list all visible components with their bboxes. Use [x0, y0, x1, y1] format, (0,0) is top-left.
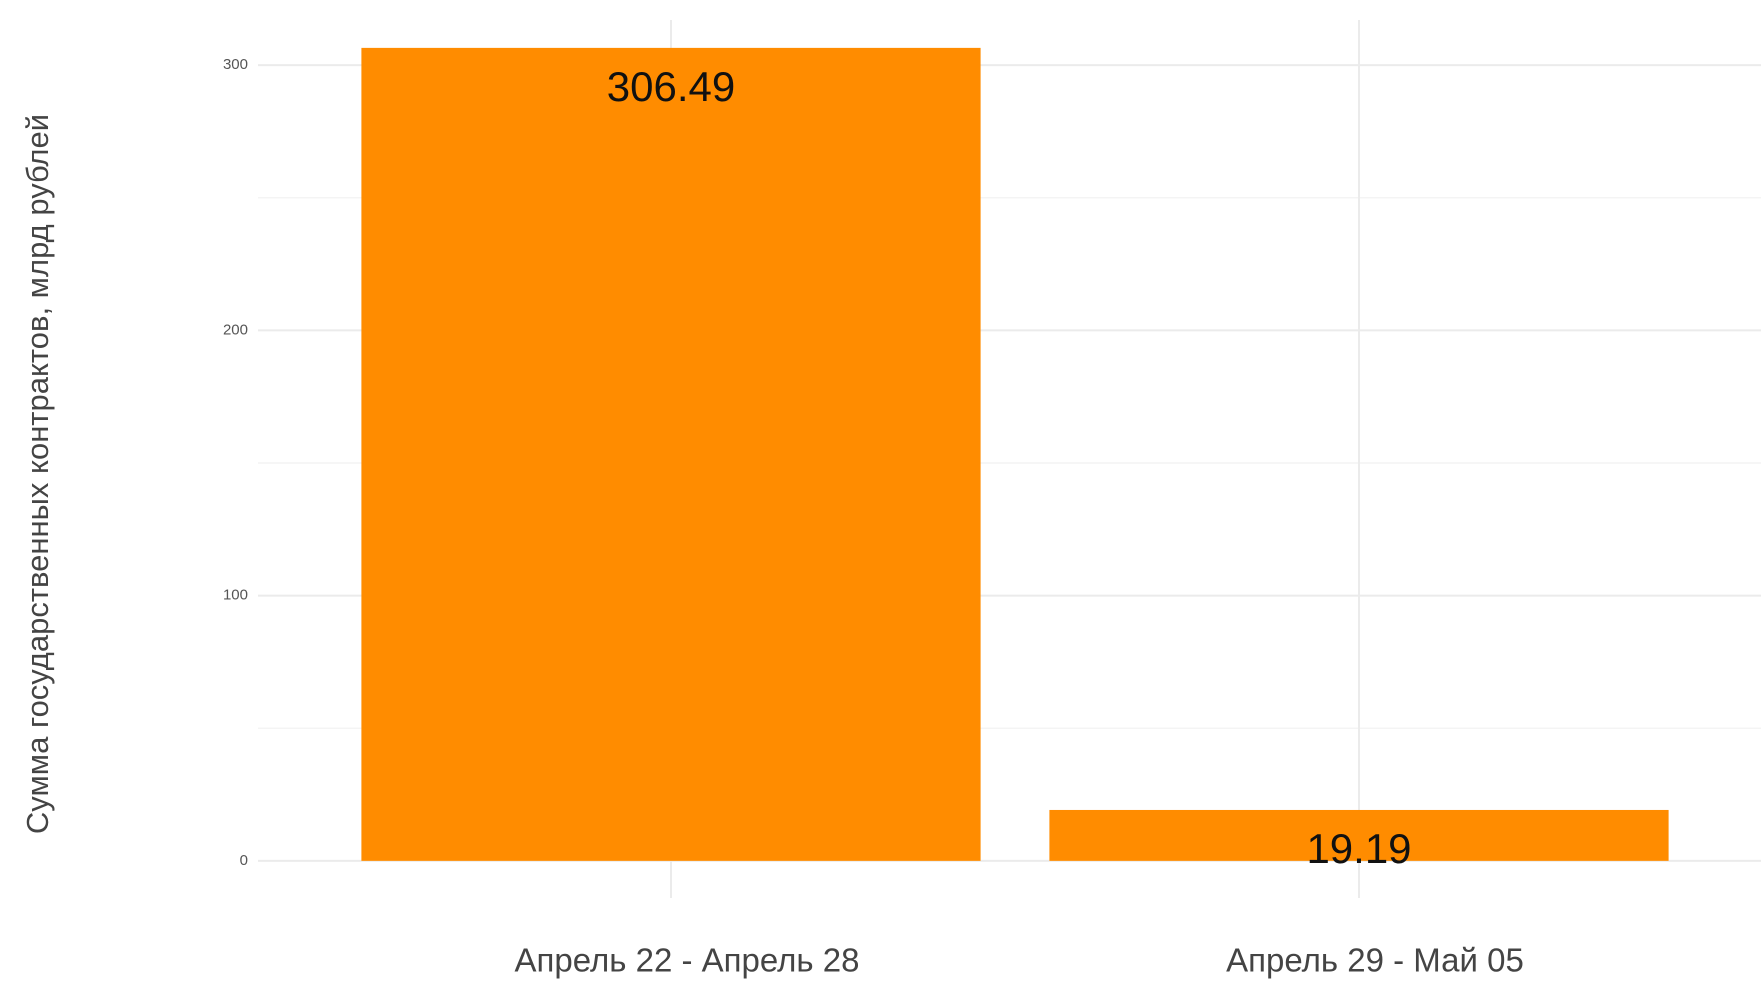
y-tick-label: 200 — [223, 321, 248, 338]
bar — [1049, 809, 1669, 861]
y-tick-label: 0 — [240, 852, 248, 869]
y-axis-title: Сумма государственных контрактов, млрд р… — [20, 114, 55, 834]
x-tick-label: Апрель 29 - Май 05 — [1226, 942, 1524, 979]
data-label: 19.19 — [1306, 825, 1411, 872]
data-label: 306.49 — [607, 63, 735, 110]
bar — [361, 47, 981, 861]
y-tick-label: 300 — [223, 56, 248, 73]
x-tick-label: Апрель 22 - Апрель 28 — [515, 942, 860, 979]
y-tick-label: 100 — [223, 587, 248, 604]
